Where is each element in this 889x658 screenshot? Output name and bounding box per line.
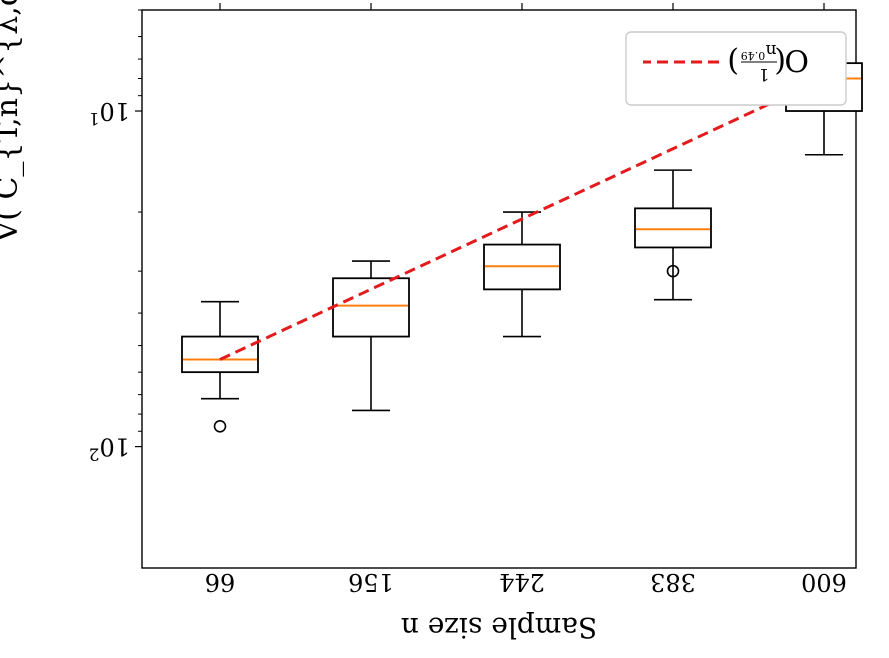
box-body [332, 277, 410, 338]
x-tick-label: 66 [205, 568, 236, 596]
legend-paren-right: ) [727, 44, 739, 79]
box-244 [483, 211, 561, 338]
legend-label: O(1 n0.49) [727, 40, 809, 84]
legend-box [625, 31, 847, 106]
legend-label-denominator: n [765, 40, 776, 60]
box-383 [634, 169, 712, 301]
box-66 [181, 300, 259, 433]
legend-label-exponent: 0.49 [741, 49, 766, 62]
flier-point [666, 264, 680, 278]
fit-line-layer [219, 77, 825, 361]
boxes [181, 47, 863, 433]
legend-label-main: O [784, 42, 809, 77]
y-tick-base: 10 [99, 433, 130, 461]
box-body [181, 335, 259, 374]
x-tick-label: 244 [499, 568, 545, 596]
y-tick-label: 102 [89, 433, 130, 464]
legend-label-numerator: 1 [759, 64, 770, 84]
legend-paren-left: ( [774, 44, 786, 79]
box-body [634, 207, 712, 249]
box-156 [332, 260, 410, 412]
x-tick-label: 600 [801, 568, 847, 596]
y-tick-base: 10 [99, 97, 130, 125]
y-axis-label: V̂( Ĉ_{T,n}^{λ,α} ) [0, 0, 25, 243]
x-tick-label: 156 [348, 568, 394, 596]
fit-line [219, 77, 825, 361]
x-axis-label: Sample size n [401, 611, 597, 644]
legend: O(1 n0.49) [625, 31, 847, 106]
plot-frame [141, 9, 857, 569]
flier-point [213, 420, 227, 433]
y-tick-exponent: 2 [89, 444, 100, 464]
axis-labels: Sample size n V̂( Ĉ_{T,n}^{λ,α} ) [0, 0, 597, 644]
y-tick-exponent: 1 [89, 108, 100, 128]
x-tick-label: 383 [650, 568, 696, 596]
y-tick-label: 101 [89, 97, 130, 128]
